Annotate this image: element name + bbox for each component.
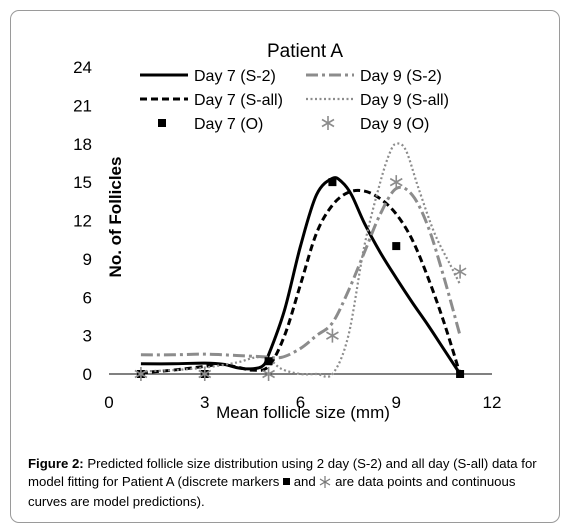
data-point-day-9-o — [389, 175, 403, 190]
x-tick-label: 12 — [483, 393, 502, 412]
y-axis-label: No. of Follicles — [106, 157, 125, 278]
series-layer — [134, 142, 467, 381]
legend-label: Day 7 (O) — [194, 116, 263, 133]
x-axis-label: Mean follicle size (mm) — [216, 403, 390, 422]
legend-label: Day 9 (O) — [360, 116, 429, 133]
asterisk-stroke — [326, 331, 339, 340]
legend-label: Day 7 (S-all) — [194, 92, 283, 109]
axes: 0 3 6 9 12 0 3 6 9 12 15 18 21 24 — [73, 58, 501, 412]
y-tick-label: 24 — [73, 58, 92, 77]
data-point-day-7-o — [264, 357, 273, 366]
legend-label: Day 9 (S-all) — [360, 92, 449, 109]
asterisk-stroke — [262, 369, 275, 379]
y-tick-label: 15 — [73, 173, 92, 192]
chart-title: Patient A — [267, 41, 343, 62]
x-tick-label: 9 — [392, 393, 401, 412]
asterisk-stroke — [321, 118, 335, 128]
y-tick-label: 21 — [73, 96, 92, 115]
figure-caption: Figure 2: Predicted follicle size distri… — [28, 455, 548, 511]
square-marker-icon — [283, 478, 291, 485]
asterisk-stroke — [453, 267, 467, 276]
x-tick-label: 3 — [200, 393, 209, 412]
legend-item-day-7-o: Day 7 (O) — [158, 116, 263, 133]
y-tick-label: 3 — [83, 327, 92, 346]
y-tick-label: 12 — [73, 212, 92, 231]
asterisk-stroke — [198, 369, 212, 379]
asterisk-stroke — [389, 177, 403, 187]
asterisk-stroke — [134, 369, 148, 379]
legend-label: Day 9 (S-2) — [360, 68, 442, 85]
y-tick-label: 6 — [83, 288, 92, 307]
data-point-day-9-o — [262, 367, 275, 381]
data-point-day-7-o — [456, 370, 465, 378]
y-tick-label: 9 — [83, 250, 92, 269]
legend-marker-day-9-o — [321, 116, 335, 130]
data-point-day-7-o — [392, 242, 401, 251]
data-point-day-9-o — [134, 367, 148, 381]
chart: 0 3 6 9 12 0 3 6 9 12 15 18 21 24 Day 7 (S-2) Day 9 (S… — [73, 41, 501, 422]
legend-item-day-7-s-all: Day 7 (S-all) — [140, 92, 283, 109]
data-point-day-7-o — [328, 178, 337, 187]
y-tick-label: 0 — [83, 365, 92, 384]
figure-frame — [10, 10, 560, 523]
x-tick-label: 6 — [296, 393, 305, 412]
x-tick-label: 0 — [104, 393, 113, 412]
legend-marker-day-7-o — [158, 119, 166, 127]
caption-text-3: are data points and continuous curves ar… — [28, 474, 516, 509]
caption-text-1: Predicted follicle size distribution usi… — [28, 456, 537, 489]
series-line-day-9-s-2 — [140, 185, 462, 360]
legend: Day 7 (S-2) Day 9 (S-2) Day 7 (S-all) Day 9… — [140, 68, 449, 133]
legend-item-day-9-s-2: Day 9 (S-2) — [306, 68, 442, 85]
data-point-day-9-o — [453, 264, 467, 279]
series-line-day-9-s-all — [140, 142, 462, 378]
series-line-day-7-s-2 — [140, 176, 462, 375]
y-tick-label: 18 — [73, 135, 92, 154]
legend-item-day-9-s-all: Day 9 (S-all) — [306, 92, 449, 109]
data-point-day-9-o — [326, 328, 339, 343]
caption-text-2: and — [290, 474, 320, 489]
legend-item-day-9-o: Day 9 (O) — [321, 116, 429, 133]
asterisk-marker-icon — [319, 475, 331, 493]
caption-label: Figure 2: — [28, 456, 84, 471]
legend-label: Day 7 (S-2) — [194, 68, 276, 85]
series-line-day-7-s-all — [140, 188, 462, 375]
data-point-day-9-o — [198, 367, 212, 381]
legend-item-day-7-s-2: Day 7 (S-2) — [140, 68, 276, 85]
